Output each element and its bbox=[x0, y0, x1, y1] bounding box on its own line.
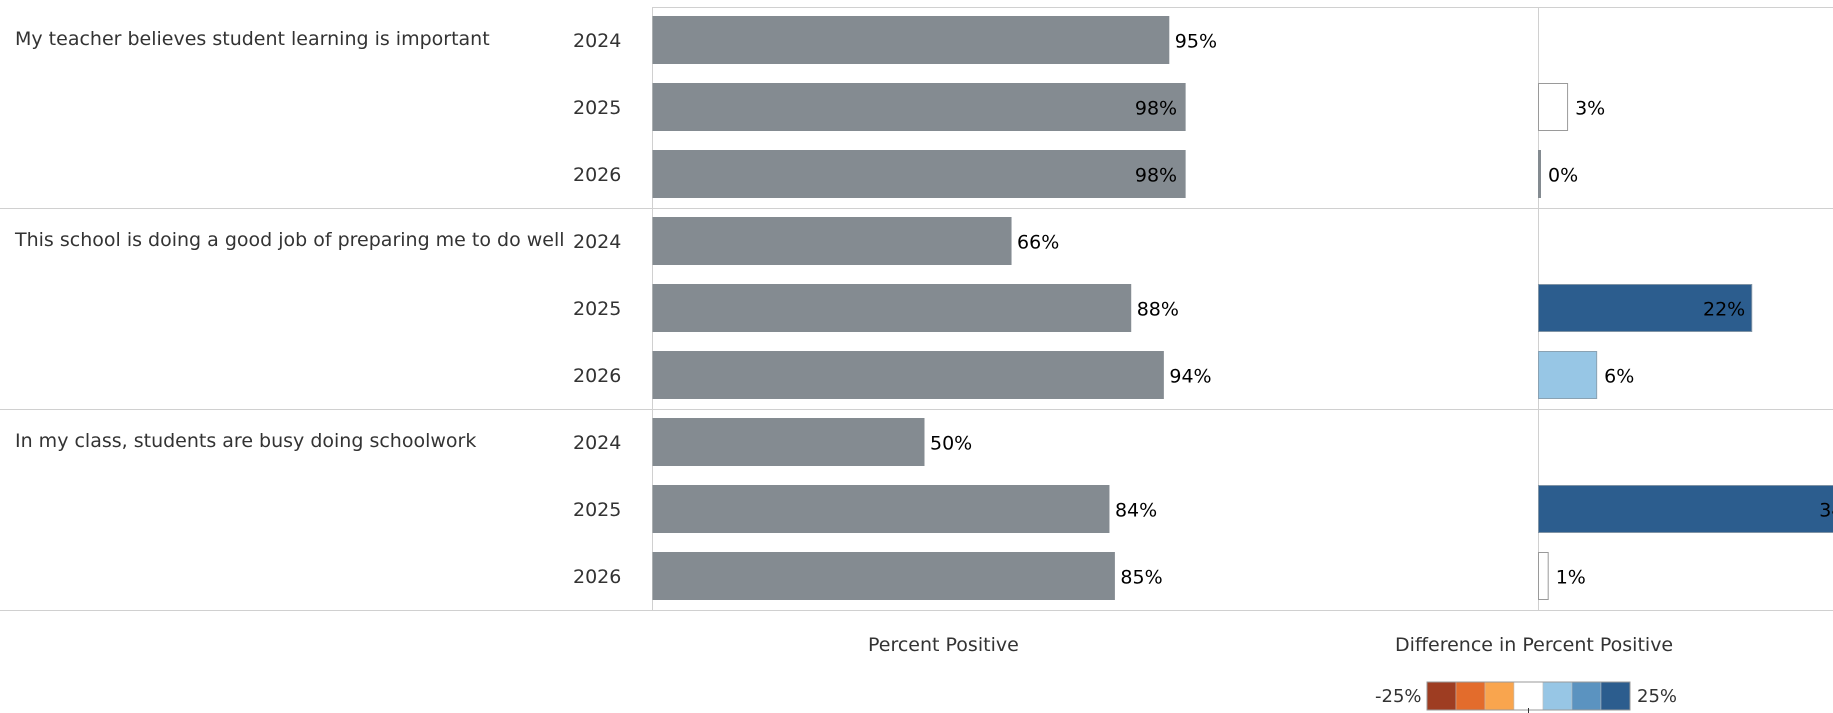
year-label: 2026 bbox=[573, 163, 622, 186]
percent-bar bbox=[652, 351, 1164, 399]
diff-bar bbox=[1538, 552, 1549, 600]
percent-bar-label: 98% bbox=[1135, 98, 1177, 120]
percent-bar-label: 84% bbox=[1115, 500, 1157, 522]
year-label: 2024 bbox=[573, 431, 622, 454]
legend-swatch bbox=[1513, 681, 1544, 711]
year-label: 2025 bbox=[573, 96, 622, 119]
diff-bar bbox=[1538, 284, 1753, 332]
percent-bar-label: 95% bbox=[1175, 31, 1217, 53]
percent-bar-label: 85% bbox=[1120, 567, 1162, 589]
percent-bar bbox=[652, 217, 1012, 265]
diff-bar-label: 0% bbox=[1548, 165, 1578, 187]
legend-min-label: -25% bbox=[1375, 686, 1422, 707]
diff-bar bbox=[1538, 485, 1833, 533]
question-label: This school is doing a good job of prepa… bbox=[15, 229, 565, 251]
percent-bar bbox=[652, 485, 1110, 533]
legend-swatch bbox=[1600, 681, 1631, 711]
legend-swatch bbox=[1542, 681, 1573, 711]
percent-bar bbox=[652, 83, 1186, 131]
percent-bar-label: 94% bbox=[1169, 366, 1211, 388]
percent-bar-label: 88% bbox=[1137, 299, 1179, 321]
percent-bar bbox=[652, 284, 1132, 332]
year-label: 2024 bbox=[573, 230, 622, 253]
percent-bar bbox=[652, 552, 1115, 600]
legend-swatch bbox=[1571, 681, 1602, 711]
diff-bar-label: 34% bbox=[1819, 500, 1833, 522]
diff-bar-label: 22% bbox=[1703, 299, 1745, 321]
year-label: 2026 bbox=[573, 364, 622, 387]
year-label: 2025 bbox=[573, 297, 622, 320]
diff-axis-title: Difference in Percent Positive bbox=[1395, 634, 1674, 656]
legend-max-label: 25% bbox=[1637, 686, 1678, 707]
legend-swatch bbox=[1426, 681, 1457, 711]
legend-swatch bbox=[1455, 681, 1486, 711]
percent-bar bbox=[652, 150, 1186, 198]
legend-swatch bbox=[1484, 681, 1515, 711]
diff-bar bbox=[1538, 150, 1541, 198]
percent-bar bbox=[652, 418, 925, 466]
percent-bar bbox=[652, 16, 1170, 64]
year-label: 2025 bbox=[573, 498, 622, 521]
diff-bar bbox=[1538, 351, 1598, 399]
percent-axis-title: Percent Positive bbox=[868, 634, 1019, 656]
year-label: 2026 bbox=[573, 565, 622, 588]
diff-bar-label: 3% bbox=[1575, 98, 1605, 120]
diff-bar bbox=[1538, 83, 1569, 131]
diff-bar-label: 6% bbox=[1604, 366, 1634, 388]
question-label: My teacher believes student learning is … bbox=[15, 28, 490, 50]
percent-bar-label: 66% bbox=[1017, 232, 1059, 254]
diff-bar-label: 1% bbox=[1556, 567, 1586, 589]
percent-bar-label: 50% bbox=[930, 433, 972, 455]
year-label: 2024 bbox=[573, 29, 622, 52]
percent-bar-label: 98% bbox=[1135, 165, 1177, 187]
question-label: In my class, students are busy doing sch… bbox=[15, 430, 477, 452]
